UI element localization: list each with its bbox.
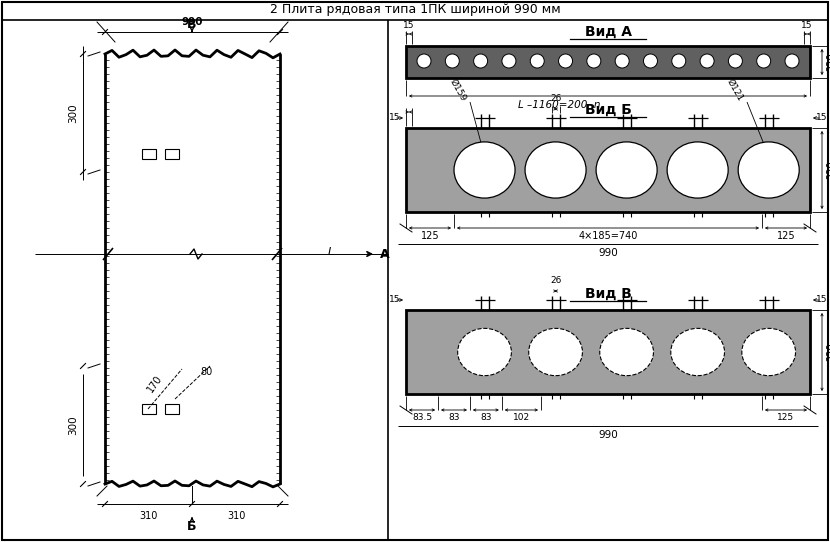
Text: 83.5: 83.5 [412,413,432,422]
Text: 102: 102 [513,413,530,422]
Bar [165,404,179,414]
Text: Б: Б [188,520,197,533]
Text: Вид А: Вид А [584,25,632,39]
Ellipse shape [600,328,653,376]
Text: Ø121: Ø121 [725,78,745,102]
Text: 15: 15 [802,21,813,30]
Circle shape [615,54,629,68]
Bar [406,310,810,394]
Text: 220: 220 [826,53,830,72]
Text: 220: 220 [826,343,830,362]
Text: 80: 80 [200,367,212,377]
Text: 990: 990 [598,430,618,440]
Text: 125: 125 [778,413,794,422]
Text: 990: 990 [182,17,203,27]
Circle shape [729,54,742,68]
Circle shape [643,54,657,68]
Text: А: А [380,248,389,261]
Bar [142,404,156,414]
Text: Вид Б: Вид Б [584,103,632,117]
Ellipse shape [454,142,515,198]
Text: 15: 15 [403,21,415,30]
Circle shape [757,54,771,68]
Text: 4×185=740: 4×185=740 [579,231,637,241]
Text: 170: 170 [145,373,164,395]
Text: 125: 125 [421,231,439,241]
Ellipse shape [667,142,728,198]
Circle shape [530,54,544,68]
Text: L –1160=200· n: L –1160=200· n [518,100,601,110]
Text: 125: 125 [777,231,795,241]
Text: 83: 83 [448,413,460,422]
Circle shape [417,54,431,68]
Text: 83: 83 [480,413,491,422]
Text: 26: 26 [550,94,561,103]
Circle shape [671,54,686,68]
Text: Ø159: Ø159 [448,78,468,103]
Text: 15: 15 [388,113,400,122]
Ellipse shape [457,328,511,376]
Ellipse shape [742,328,795,376]
Circle shape [587,54,601,68]
Ellipse shape [525,142,586,198]
Bar [165,149,179,159]
Text: 300: 300 [68,103,78,123]
Ellipse shape [529,328,583,376]
Text: 26: 26 [550,276,561,285]
Text: 15: 15 [816,113,828,122]
Text: 15: 15 [388,295,400,305]
Circle shape [559,54,573,68]
Text: 15: 15 [816,295,828,305]
Text: 990: 990 [598,248,618,258]
Text: L: L [328,247,334,257]
Ellipse shape [596,142,657,198]
Text: 300: 300 [68,415,78,435]
Ellipse shape [738,142,799,198]
Ellipse shape [671,328,725,376]
Circle shape [446,54,459,68]
Circle shape [785,54,799,68]
Bar [406,128,810,212]
Text: В: В [188,18,197,31]
Circle shape [700,54,714,68]
Bar [406,46,810,78]
Text: 2 Плита рядовая типа 1ПК шириной 990 мм: 2 Плита рядовая типа 1ПК шириной 990 мм [270,3,560,16]
Text: 310: 310 [139,511,157,521]
Text: 310: 310 [227,511,245,521]
Circle shape [502,54,516,68]
Bar [142,149,156,159]
Circle shape [474,54,487,68]
Text: Вид В: Вид В [584,287,632,301]
Text: 220: 220 [826,160,830,179]
